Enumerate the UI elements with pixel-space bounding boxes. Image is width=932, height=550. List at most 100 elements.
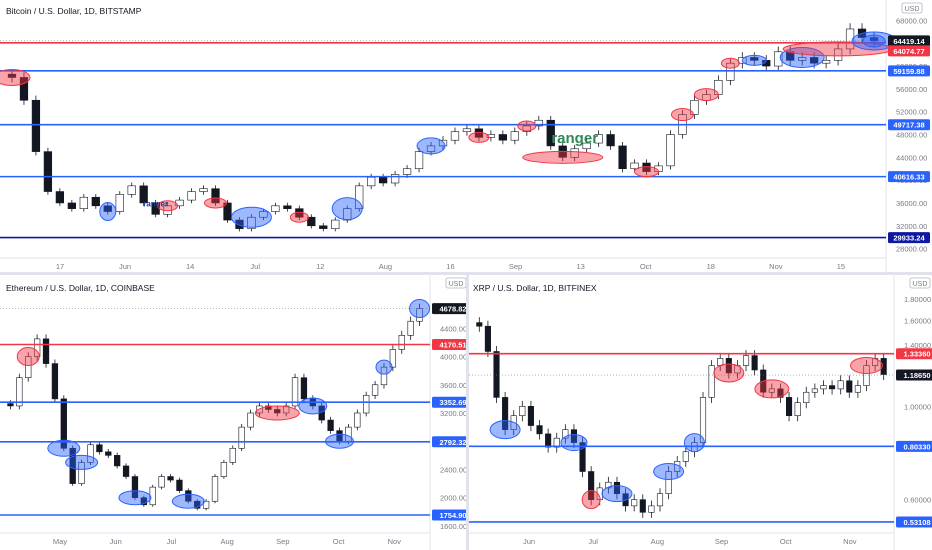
eth-price-label-box	[432, 396, 466, 408]
eth-price-label: 4678.82	[439, 305, 466, 314]
xrp-support-ellipse[interactable]	[683, 433, 705, 453]
btc-candle	[666, 134, 675, 167]
xrp-x-tick-label: Sep	[715, 537, 728, 546]
eth-currency-badge[interactable]	[445, 277, 466, 289]
xrp-currency-badge[interactable]	[909, 277, 931, 289]
xrp-price-label: 1.18650	[903, 371, 930, 380]
xrp-y-tick-label: 1.40000	[904, 341, 931, 350]
xrp-price-label: 1.33360	[903, 350, 930, 359]
btc-support-ellipse[interactable]	[741, 54, 767, 66]
xrp-candle	[545, 433, 552, 448]
btc-x-tick-label: Jul	[250, 262, 260, 271]
btc-resistance-ellipse[interactable]	[517, 120, 537, 132]
xrp-candle	[829, 385, 836, 390]
btc-candle	[833, 48, 843, 61]
btc-chart-pane[interactable]: USD28000.0032000.0036000.0040000.0044000…	[0, 0, 932, 272]
btc-y-tick-label: 52000.00	[896, 108, 927, 117]
btc-resistance-ellipse[interactable]	[522, 150, 604, 164]
eth-support-ellipse[interactable]	[409, 299, 431, 319]
eth-resistance-ellipse[interactable]	[16, 347, 40, 367]
eth-support-ellipse[interactable]	[65, 454, 99, 470]
eth-chart-svg[interactable]: USD1600.002000.002400.002800.003200.0036…	[0, 275, 466, 550]
btc-resistance-ellipse[interactable]	[0, 68, 31, 86]
btc-x-tick-label: Aug	[379, 262, 392, 271]
btc-price-label: 64074.77	[893, 47, 924, 56]
xrp-chart-svg[interactable]: USD0.600000.800001.000001.200001.400001.…	[469, 275, 932, 550]
btc-resistance-ellipse[interactable]	[693, 88, 719, 102]
btc-resistance-ellipse[interactable]	[468, 131, 490, 143]
xrp-resistance-ellipse[interactable]	[713, 363, 745, 383]
btc-price-label-box	[888, 35, 930, 47]
btc-resistance-ellipse[interactable]	[634, 166, 660, 178]
btc-candle	[367, 176, 376, 187]
eth-support-ellipse[interactable]	[375, 359, 393, 375]
btc-x-tick-label: 12	[316, 262, 324, 271]
btc-support-ellipse[interactable]	[862, 34, 886, 48]
btc-support-ellipse[interactable]	[416, 137, 446, 155]
btc-support-ellipse[interactable]	[99, 202, 117, 222]
btc-candle	[319, 225, 328, 229]
xrp-resistance-ellipse[interactable]	[754, 379, 790, 399]
eth-chart-pane[interactable]: USD1600.002000.002400.002800.003200.0036…	[0, 275, 466, 550]
btc-currency-badge[interactable]	[901, 2, 923, 14]
btc-currency-badge-label: USD	[905, 6, 920, 13]
btc-annotation-text[interactable]: ranger	[143, 199, 168, 208]
btc-candle	[390, 174, 400, 184]
eth-price-label: 2792.32	[439, 438, 466, 447]
eth-price-label: 3352.69	[439, 398, 466, 407]
btc-resistance-ellipse[interactable]	[157, 200, 179, 212]
btc-chart-svg[interactable]: USD28000.0032000.0036000.0040000.0044000…	[0, 0, 932, 272]
btc-candle	[750, 57, 759, 61]
btc-resistance-ellipse[interactable]	[204, 197, 228, 209]
pane-divider-horizontal[interactable]	[0, 272, 932, 275]
eth-support-ellipse[interactable]	[47, 439, 81, 457]
eth-x-tick-label: Sep	[276, 537, 289, 546]
pane-divider-vertical[interactable]	[466, 275, 469, 550]
eth-support-ellipse[interactable]	[118, 490, 152, 506]
btc-candle	[379, 176, 388, 184]
eth-support-ellipse[interactable]	[171, 493, 205, 509]
xrp-candle	[708, 365, 715, 398]
btc-candle	[355, 185, 364, 209]
eth-support-ellipse[interactable]	[298, 397, 328, 415]
eth-candle	[371, 384, 379, 396]
xrp-support-ellipse[interactable]	[653, 463, 685, 481]
eth-support-ellipse[interactable]	[325, 433, 355, 449]
btc-support-ellipse[interactable]	[230, 206, 272, 228]
xrp-candle	[476, 322, 483, 327]
btc-candle	[414, 151, 424, 170]
xrp-candle	[605, 481, 612, 489]
eth-chart-title: Ethereum / U.S. Dollar, 1D, COINBASE	[6, 283, 155, 293]
xrp-candle	[682, 451, 689, 462]
eth-resistance-ellipse[interactable]	[254, 405, 300, 421]
xrp-support-ellipse[interactable]	[560, 434, 588, 452]
btc-candle	[67, 202, 76, 209]
eth-currency-badge-label: USD	[449, 281, 464, 288]
xrp-support-ellipse[interactable]	[489, 420, 521, 440]
eth-candle	[363, 395, 370, 414]
btc-candle	[402, 168, 412, 175]
btc-x-tick-label: 17	[56, 262, 64, 271]
btc-annotation-text[interactable]: ranger	[551, 130, 598, 147]
xrp-support-ellipse[interactable]	[601, 485, 633, 503]
xrp-chart-pane[interactable]: USD0.600000.800001.000001.200001.400001.…	[469, 275, 932, 550]
btc-x-tick-label: 15	[837, 262, 845, 271]
btc-candle	[498, 134, 507, 141]
xrp-resistance-ellipse[interactable]	[849, 357, 883, 375]
eth-y-tick-label: 3600.00	[440, 381, 466, 390]
xrp-x-tick-label: Jun	[523, 537, 535, 546]
btc-resistance-ellipse[interactable]	[720, 57, 740, 69]
btc-support-ellipse[interactable]	[331, 197, 363, 221]
btc-candle	[7, 73, 17, 78]
xrp-candle	[820, 385, 827, 390]
xrp-x-tick-label: Jul	[588, 537, 598, 546]
btc-resistance-ellipse[interactable]	[670, 108, 694, 122]
xrp-candle	[803, 391, 810, 403]
xrp-candle	[854, 385, 861, 393]
xrp-candle	[613, 481, 621, 494]
eth-candle	[211, 476, 219, 502]
btc-x-tick-label: 18	[707, 262, 715, 271]
xrp-resistance-ellipse[interactable]	[581, 490, 601, 510]
btc-resistance-ellipse[interactable]	[289, 211, 309, 223]
xrp-candle	[631, 499, 638, 507]
